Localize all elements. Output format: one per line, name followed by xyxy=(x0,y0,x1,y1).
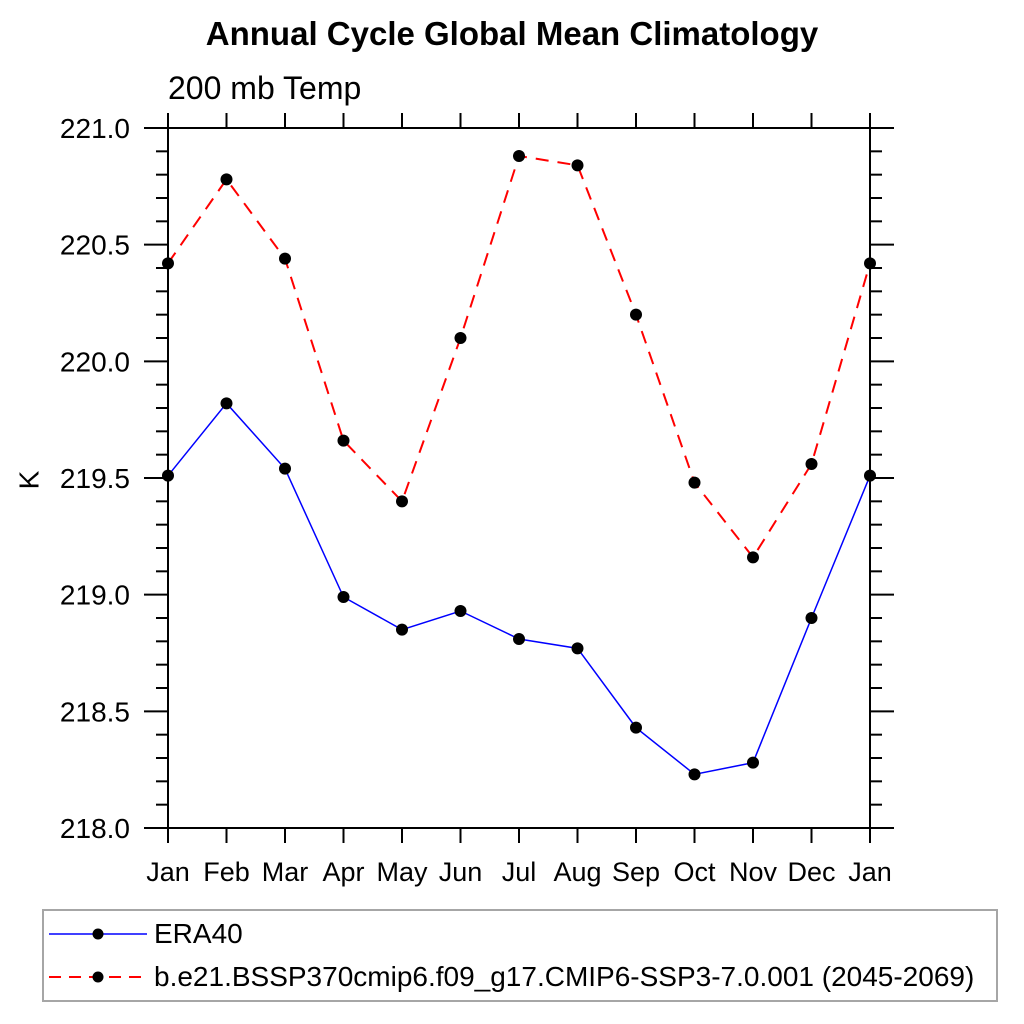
y-axis-tick-labels: 218.0 218.5 219.0 219.5 220.0 220.5 221.0 xyxy=(60,113,130,844)
era40-legend-marker-icon xyxy=(92,928,104,940)
y-tick-label: 219.5 xyxy=(60,463,130,494)
series-1-marker xyxy=(630,308,642,321)
x-month-label: Feb xyxy=(203,857,250,887)
series-0-marker xyxy=(396,623,408,636)
series-markers-1 xyxy=(162,150,876,564)
series-0-marker xyxy=(220,397,233,410)
legend-label-era40: ERA40 xyxy=(154,918,243,949)
x-month-label: Jun xyxy=(439,857,483,887)
x-month-label: Mar xyxy=(262,857,309,887)
y-tick-label: 218.5 xyxy=(60,696,130,727)
legend-label-model: b.e21.BSSP370cmip6.f09_g17.CMIP6-SSP3-7.… xyxy=(154,961,975,992)
series-markers-0 xyxy=(162,397,876,781)
series-0-marker xyxy=(454,605,467,617)
model-legend-marker-icon xyxy=(92,971,104,983)
x-month-label: Jan xyxy=(848,857,892,887)
model-line-sample xyxy=(49,971,147,983)
chart-subtitle: 200 mb Temp xyxy=(168,70,362,106)
series-0-marker xyxy=(864,469,876,482)
series-1-marker xyxy=(513,150,525,162)
series-0-marker xyxy=(162,469,174,482)
series-1-marker xyxy=(337,434,350,447)
series-line-0 xyxy=(167,402,871,776)
series-1-marker xyxy=(220,173,233,186)
series-0-marker xyxy=(337,591,350,603)
series-1-marker xyxy=(571,159,584,172)
series-1-marker xyxy=(864,257,876,270)
y-tick-label: 220.0 xyxy=(60,346,130,377)
x-month-label: May xyxy=(376,857,428,887)
series-1-marker xyxy=(396,495,408,508)
plot-frame xyxy=(167,127,871,829)
x-month-label: Nov xyxy=(729,857,778,887)
series-1-marker xyxy=(454,332,467,344)
x-month-label: Sep xyxy=(612,857,660,887)
x-month-label: Jul xyxy=(502,857,537,887)
legend-entry-era40: ERA40 xyxy=(48,914,996,954)
x-month-label: Oct xyxy=(673,857,716,887)
series-0-marker xyxy=(630,721,642,734)
series-0-marker xyxy=(571,642,584,655)
x-month-label: Apr xyxy=(322,857,364,887)
series-1-marker xyxy=(162,257,174,270)
series-0-marker xyxy=(279,462,291,475)
y-tick-label: 219.0 xyxy=(60,580,130,611)
x-month-label: Aug xyxy=(553,857,601,887)
series-1-marker xyxy=(688,476,701,489)
chart-title: Annual Cycle Global Mean Climatology xyxy=(205,15,819,52)
series-0-marker xyxy=(513,633,525,645)
y-tick-label: 218.0 xyxy=(60,813,130,844)
series-0-marker xyxy=(688,768,701,781)
x-axis-ticks xyxy=(167,113,871,843)
series-1-marker xyxy=(805,458,818,470)
x-axis-tick-labels: Jan Feb Mar Apr May Jun Jul Aug Sep Oct Nov Dec Jan xyxy=(146,857,892,887)
legend-entry-model: b.e21.BSSP370cmip6.f09_g17.CMIP6-SSP3-7.… xyxy=(48,957,996,997)
y-tick-label: 221.0 xyxy=(60,113,130,144)
legend-box: ERA40 b.e21.BSSP370cmip6.f09_g17.CMIP6-S… xyxy=(42,909,998,1002)
series-0-marker xyxy=(747,756,759,769)
series-0-marker xyxy=(805,612,818,624)
era40-line-sample xyxy=(49,928,147,940)
x-month-label: Dec xyxy=(787,857,835,887)
series-1-marker xyxy=(279,252,291,265)
series-1-marker xyxy=(747,551,759,564)
x-month-label: Jan xyxy=(146,857,190,887)
y-tick-label: 220.5 xyxy=(60,230,130,261)
y-axis-ticks xyxy=(144,127,894,829)
series-line-1 xyxy=(167,154,871,560)
